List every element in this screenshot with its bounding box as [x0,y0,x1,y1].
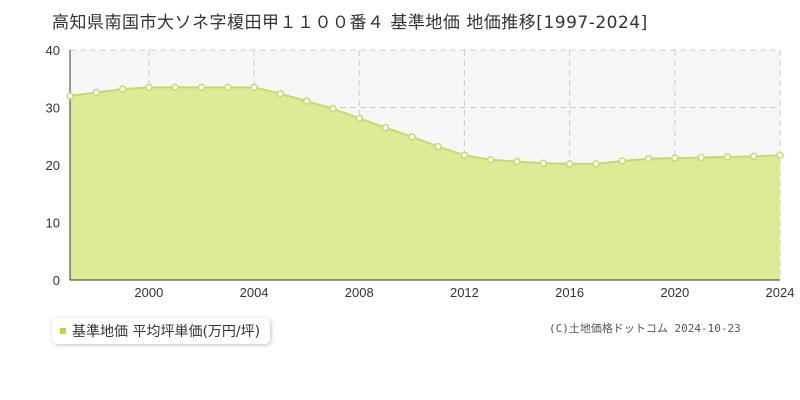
y-tick-label: 10 [46,216,60,231]
data-point [171,83,179,92]
data-point [355,114,364,123]
x-tick-label: 2004 [240,285,269,300]
data-point [329,104,337,113]
data-point [145,83,153,92]
data-point [434,142,442,151]
x-tick-label: 2020 [660,285,689,300]
x-tick-label: 2016 [555,285,584,300]
data-point [671,154,679,162]
data-point [66,92,74,100]
data-point [565,160,574,168]
data-point [250,83,258,92]
legend[interactable]: 基準地価 平均坪単価(万円/坪) [52,318,271,344]
data-point [276,89,285,98]
series-area [70,87,780,281]
data-point [539,159,548,168]
x-tick-label: 2008 [345,285,374,300]
data-point [592,160,600,168]
data-point [749,152,758,161]
x-tick-label: 2012 [450,285,479,300]
y-tick-label: 30 [46,101,60,116]
chart-title: 高知県南国市大ソネ字榎田甲１１００番４ 基準地価 地価推移[1997-2024] [52,13,648,33]
data-point [513,157,521,166]
data-point [486,156,495,164]
data-point [118,85,127,93]
data-point [302,97,311,105]
data-point [618,157,626,165]
axes [69,50,780,281]
area-layer [69,86,781,281]
data-point [224,83,232,92]
series-line [69,86,781,165]
data-point [460,151,469,159]
data-point [197,83,206,92]
x-tick-label: 2024 [766,285,795,300]
data-points [66,83,784,168]
y-tick-label: 40 [46,43,60,58]
tick-labels: 0 10 20 30 40 2000 2004 2008 2012 2016 2020 2024 [46,43,795,300]
legend-swatch [60,328,66,334]
copyright: (C)土地価格ドットコム 2024-10-23 [549,322,741,335]
data-point [723,153,732,161]
data-point [381,123,390,132]
data-point [92,88,101,97]
data-point [776,151,784,159]
y-tick-label: 20 [46,158,60,173]
y-tick-label: 0 [53,273,60,288]
legend-label: 基準地価 平均坪単価(万円/坪) [72,324,261,340]
data-point [644,154,653,163]
data-point [697,153,705,162]
data-point [408,133,416,141]
x-tick-label: 2000 [134,285,163,300]
